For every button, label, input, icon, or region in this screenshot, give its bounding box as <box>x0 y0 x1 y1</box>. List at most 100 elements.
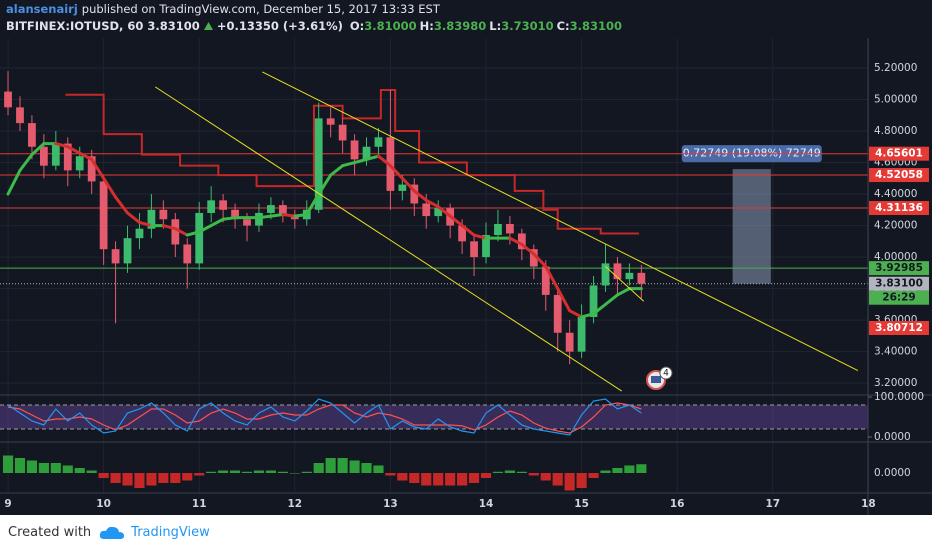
macd-bar <box>457 473 468 486</box>
ma-segment <box>269 213 285 218</box>
x-tick-label: 17 <box>765 498 780 510</box>
ma-segment <box>472 233 488 240</box>
ma-segment <box>568 309 584 319</box>
ma-segment <box>376 154 392 168</box>
candle-body <box>422 203 431 217</box>
candle-body <box>541 266 550 295</box>
macd-bar <box>74 468 85 473</box>
x-tick-label: 18 <box>861 498 876 510</box>
candle-body <box>183 244 192 264</box>
ohlc-key: H: <box>419 19 434 33</box>
brand: TradingView <box>131 525 210 540</box>
y-tick-label: 3.40000 <box>874 346 917 358</box>
candle-body <box>374 137 383 147</box>
macd-bar <box>194 473 205 476</box>
price-tag <box>869 201 929 216</box>
header: alansenairj published on TradingView.com… <box>0 0 932 38</box>
candle-body <box>601 263 610 286</box>
ohlc-value: 3.81000 <box>364 19 417 33</box>
ma-segment <box>436 205 452 218</box>
ma-segment <box>412 189 428 202</box>
chart: 0.72749 (19.08%) 72749 9 10 11 12 13 14 15 16 17… <box>0 38 932 515</box>
ma-segment <box>544 265 560 291</box>
ma-segment <box>54 142 70 149</box>
candle-body <box>16 107 24 124</box>
candle-body <box>398 184 407 191</box>
candle-body <box>506 223 514 234</box>
ma-segment <box>293 213 309 218</box>
candle-body <box>171 219 180 245</box>
ma-segment <box>90 157 106 180</box>
indicator-tag-box <box>869 321 929 335</box>
ma-segment <box>424 198 440 209</box>
axis: 9 10 11 12 13 14 15 16 17 183.200003.400003.60000… <box>4 62 929 510</box>
ma-segment <box>615 287 631 297</box>
x-tick-label: 13 <box>383 498 398 510</box>
candle-body <box>553 294 562 333</box>
macd-bar <box>122 473 133 486</box>
macd-bar <box>528 473 539 476</box>
ma-segment <box>508 236 524 246</box>
ma-segment <box>137 220 153 228</box>
macd-bar <box>636 464 647 473</box>
macd-bar <box>504 470 515 473</box>
macd-bar <box>361 463 372 473</box>
macd-bar <box>62 465 73 473</box>
price-tag <box>869 168 929 183</box>
macd-bar <box>492 471 504 473</box>
last-price: 3.83100 <box>147 19 200 33</box>
ma-segment <box>126 211 141 224</box>
ma-segment <box>580 312 596 319</box>
stoch-d <box>7 402 642 434</box>
price-tag-label: 3.92985 <box>875 262 923 274</box>
ohlc-key: C: <box>556 19 570 33</box>
candle-body <box>231 209 239 220</box>
candle-body <box>243 219 251 226</box>
logo <box>100 526 125 539</box>
macd-bar <box>480 473 492 478</box>
flag <box>651 376 661 383</box>
candle-body <box>314 118 323 210</box>
resistance-line <box>65 89 639 235</box>
ma-segment <box>305 192 321 217</box>
y-tick-label: 4.00000 <box>874 251 917 263</box>
ma-segment <box>448 214 464 228</box>
up-arrow <box>203 22 213 30</box>
candle-body <box>219 200 228 210</box>
macd-bar <box>588 473 599 478</box>
candle-body <box>99 181 108 250</box>
ma-segment <box>78 151 94 161</box>
trendline <box>605 266 645 302</box>
candle-body <box>28 123 36 147</box>
event-badge <box>659 366 673 380</box>
macd-bar <box>253 470 265 473</box>
footer: Created with TradingView <box>0 515 932 550</box>
ma-segment <box>18 153 34 172</box>
macd-bar <box>552 473 563 486</box>
macd-bar <box>337 458 348 473</box>
candle-body <box>111 249 120 264</box>
candle-body <box>87 156 96 182</box>
candle-body <box>63 143 72 171</box>
macd-bar <box>600 470 611 473</box>
y-tick-label: 4.20000 <box>874 220 917 232</box>
ma-segment <box>114 195 130 215</box>
ma-segment <box>460 224 476 237</box>
y-tick-label: 4.40000 <box>874 188 917 200</box>
macd-bar <box>277 471 288 473</box>
price-tag <box>869 276 929 291</box>
macd-bar <box>98 473 109 478</box>
macd-bar <box>26 460 38 473</box>
price-tag <box>869 146 929 161</box>
y-tick-label: 0.0000 <box>874 431 911 443</box>
y-tick-label: 100.0000 <box>874 391 924 403</box>
macd-bar <box>2 455 14 473</box>
macd-bar <box>14 458 26 473</box>
plot: 0.72749 (19.08%) 72749 <box>0 71 868 491</box>
price-tag <box>869 261 929 276</box>
macd-bar <box>50 463 61 473</box>
ma-segment <box>30 142 46 157</box>
candle-body <box>338 124 347 141</box>
header-line2: BITFINEX:IOTUSD, 60 3.83100 +0.13350 (+3… <box>6 19 622 33</box>
ma-segment <box>341 161 357 168</box>
